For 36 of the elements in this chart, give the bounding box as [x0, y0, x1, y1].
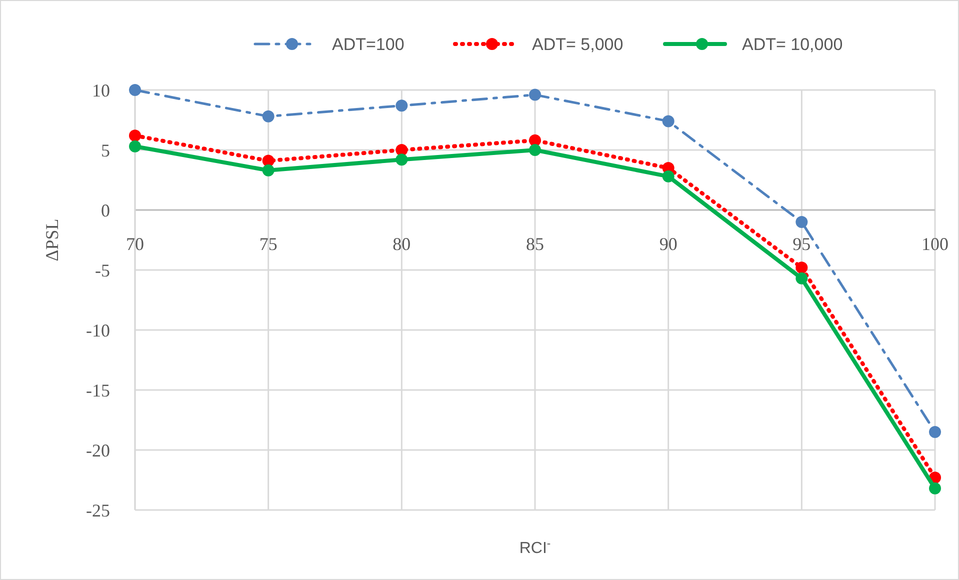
point — [796, 216, 808, 228]
point — [662, 115, 674, 128]
legend-label: ADT= 10,000 — [742, 34, 843, 54]
y-tick-label: -15 — [86, 380, 110, 400]
point — [529, 144, 541, 156]
point — [796, 262, 808, 274]
point — [396, 100, 408, 112]
point — [529, 88, 541, 101]
y-tick-label: -25 — [86, 500, 110, 520]
x-tick-label: 100 — [922, 234, 948, 254]
x-tick-label: 85 — [526, 234, 544, 254]
point — [262, 110, 274, 122]
x-tick-label: 90 — [659, 234, 678, 254]
legend-label: ADT=100 — [332, 34, 404, 54]
legend-label: ADT= 5,000 — [532, 34, 624, 54]
point — [662, 170, 674, 182]
x-tick-label: 80 — [392, 234, 411, 254]
point — [796, 272, 808, 284]
point — [262, 164, 274, 176]
point — [929, 482, 941, 494]
y-tick-label: -5 — [95, 260, 110, 280]
y-tick-label: -10 — [86, 320, 110, 340]
x-tick-label: 95 — [792, 234, 811, 254]
point — [929, 426, 941, 438]
y-tick-label: 5 — [101, 140, 110, 160]
point — [129, 84, 141, 96]
point — [129, 140, 141, 152]
point — [396, 154, 408, 166]
x-tick-label: 75 — [259, 234, 278, 254]
y-tick-label: 0 — [101, 200, 110, 220]
x-tick-label: 70 — [126, 234, 144, 254]
y-tick-label: 10 — [92, 80, 110, 100]
point — [129, 130, 141, 142]
y-axis-title: ΔPSL — [42, 218, 62, 262]
x-axis-title: RCI$^{-}$ — [519, 538, 551, 557]
y-tick-label: -20 — [86, 440, 110, 460]
